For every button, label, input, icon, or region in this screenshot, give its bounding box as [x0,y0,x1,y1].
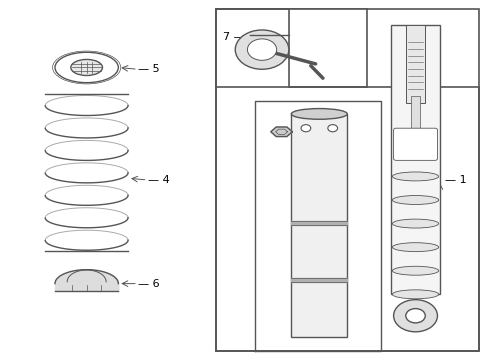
Circle shape [235,30,289,69]
FancyBboxPatch shape [393,128,438,160]
Text: 7 —: 7 — [223,32,245,42]
Circle shape [393,300,438,332]
Text: — 1: — 1 [445,175,466,185]
Text: 3 —: 3 — [314,186,335,196]
Ellipse shape [291,109,347,119]
Text: — 2: — 2 [313,129,335,139]
Text: — 4: — 4 [147,175,170,185]
Circle shape [328,125,338,132]
Text: — 5: — 5 [138,64,159,74]
Ellipse shape [392,243,439,252]
Bar [411,96,420,132]
Ellipse shape [55,52,118,83]
Ellipse shape [392,290,439,299]
Ellipse shape [392,172,439,181]
Circle shape [406,309,425,323]
Ellipse shape [392,219,439,228]
Bar [406,24,425,103]
Ellipse shape [71,59,102,76]
Ellipse shape [392,266,439,275]
FancyBboxPatch shape [216,9,367,87]
Text: — 6: — 6 [138,279,159,289]
Bar [391,24,440,294]
Circle shape [301,125,311,132]
Ellipse shape [392,195,439,204]
Bar [291,114,347,337]
Polygon shape [271,127,292,136]
Circle shape [247,39,277,60]
